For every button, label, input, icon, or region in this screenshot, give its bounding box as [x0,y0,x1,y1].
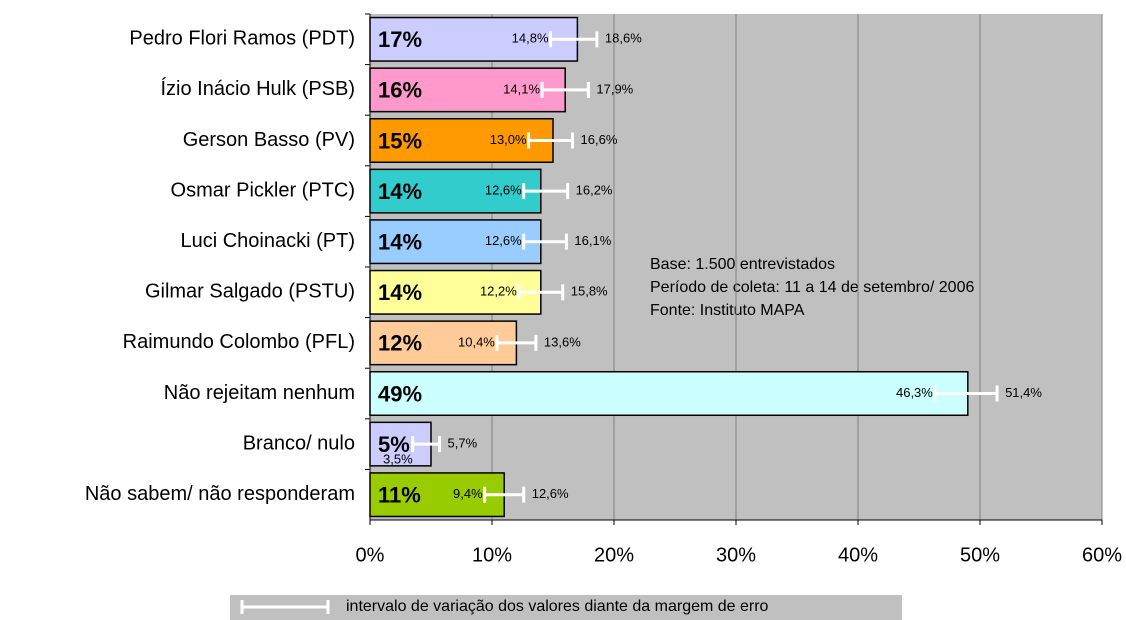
y-tick-label: Osmar Pickler (PTC) [171,179,355,201]
low-label: 12,2% [480,284,517,299]
value-label: 12% [378,331,422,356]
legend-label: intervalo de variação dos valores diante… [346,598,769,615]
high-label: 18,6% [605,31,642,46]
value-label: 14% [378,230,422,255]
bar [369,168,542,214]
high-label: 51,4% [1005,385,1042,400]
bar [369,269,542,315]
x-tick-label: 10% [472,544,512,566]
high-label: 16,1% [574,233,611,248]
bar [369,117,554,164]
low-label: 9,4% [453,486,483,501]
bar [369,219,542,265]
bar [369,370,969,417]
high-label: 12,6% [532,486,569,501]
y-tick-label: Raimundo Colombo (PFL) [123,331,355,353]
x-tick-label: 40% [838,544,878,566]
x-tick-label: 60% [1082,544,1122,566]
bar [369,16,579,62]
value-label: 11% [378,483,421,508]
annotation: Fonte: Instituto MAPA [650,302,805,319]
y-tick-label: Pedro Flori Ramos (PDT) [129,28,355,50]
annotation: Base: 1.500 entrevistados [650,256,835,273]
value-label: 14% [378,179,422,204]
value-label: 49% [378,381,422,406]
low-label: 46,3% [896,385,933,400]
y-tick-label: Luci Choinacki (PT) [180,230,355,252]
high-label: 16,2% [576,183,613,198]
high-label: 17,9% [596,81,633,96]
low-label: 12,6% [485,233,522,248]
annotation: Período de coleta: 11 a 14 de setembro/ … [650,279,974,296]
x-tick-label: 20% [594,544,634,566]
y-tick-label: Não rejeitam nenhum [164,382,355,404]
y-tick-label: Gilmar Salgado (PSTU) [145,281,355,303]
low-label: 10,4% [458,334,495,349]
y-tick-label: Gerson Basso (PV) [183,129,355,151]
high-label: 5,7% [448,436,478,451]
low-label: 14,1% [503,81,540,96]
y-tick-label: Branco/ nulo [243,432,355,454]
x-tick-label: 0% [356,544,385,566]
value-label: 17% [378,27,422,52]
y-tick-label: Ízio Inácio Hulk (PSB) [160,77,355,100]
y-tick-label: Não sabem/ não responderam [85,483,355,505]
high-label: 15,8% [571,284,608,299]
low-label: 13,0% [490,132,527,147]
high-label: 16,6% [581,132,618,147]
value-label: 14% [378,280,422,305]
low-label: 3,5% [383,452,413,467]
bar [369,320,518,366]
high-label: 13,6% [544,334,581,349]
value-label: 15% [378,128,422,153]
value-label: 5% [378,432,410,457]
low-label: 12,6% [485,183,522,198]
value-label: 16% [378,78,422,103]
x-tick-label: 50% [960,544,1000,566]
low-label: 14,8% [512,31,549,46]
x-tick-label: 30% [716,544,756,566]
legend-box [230,595,902,620]
